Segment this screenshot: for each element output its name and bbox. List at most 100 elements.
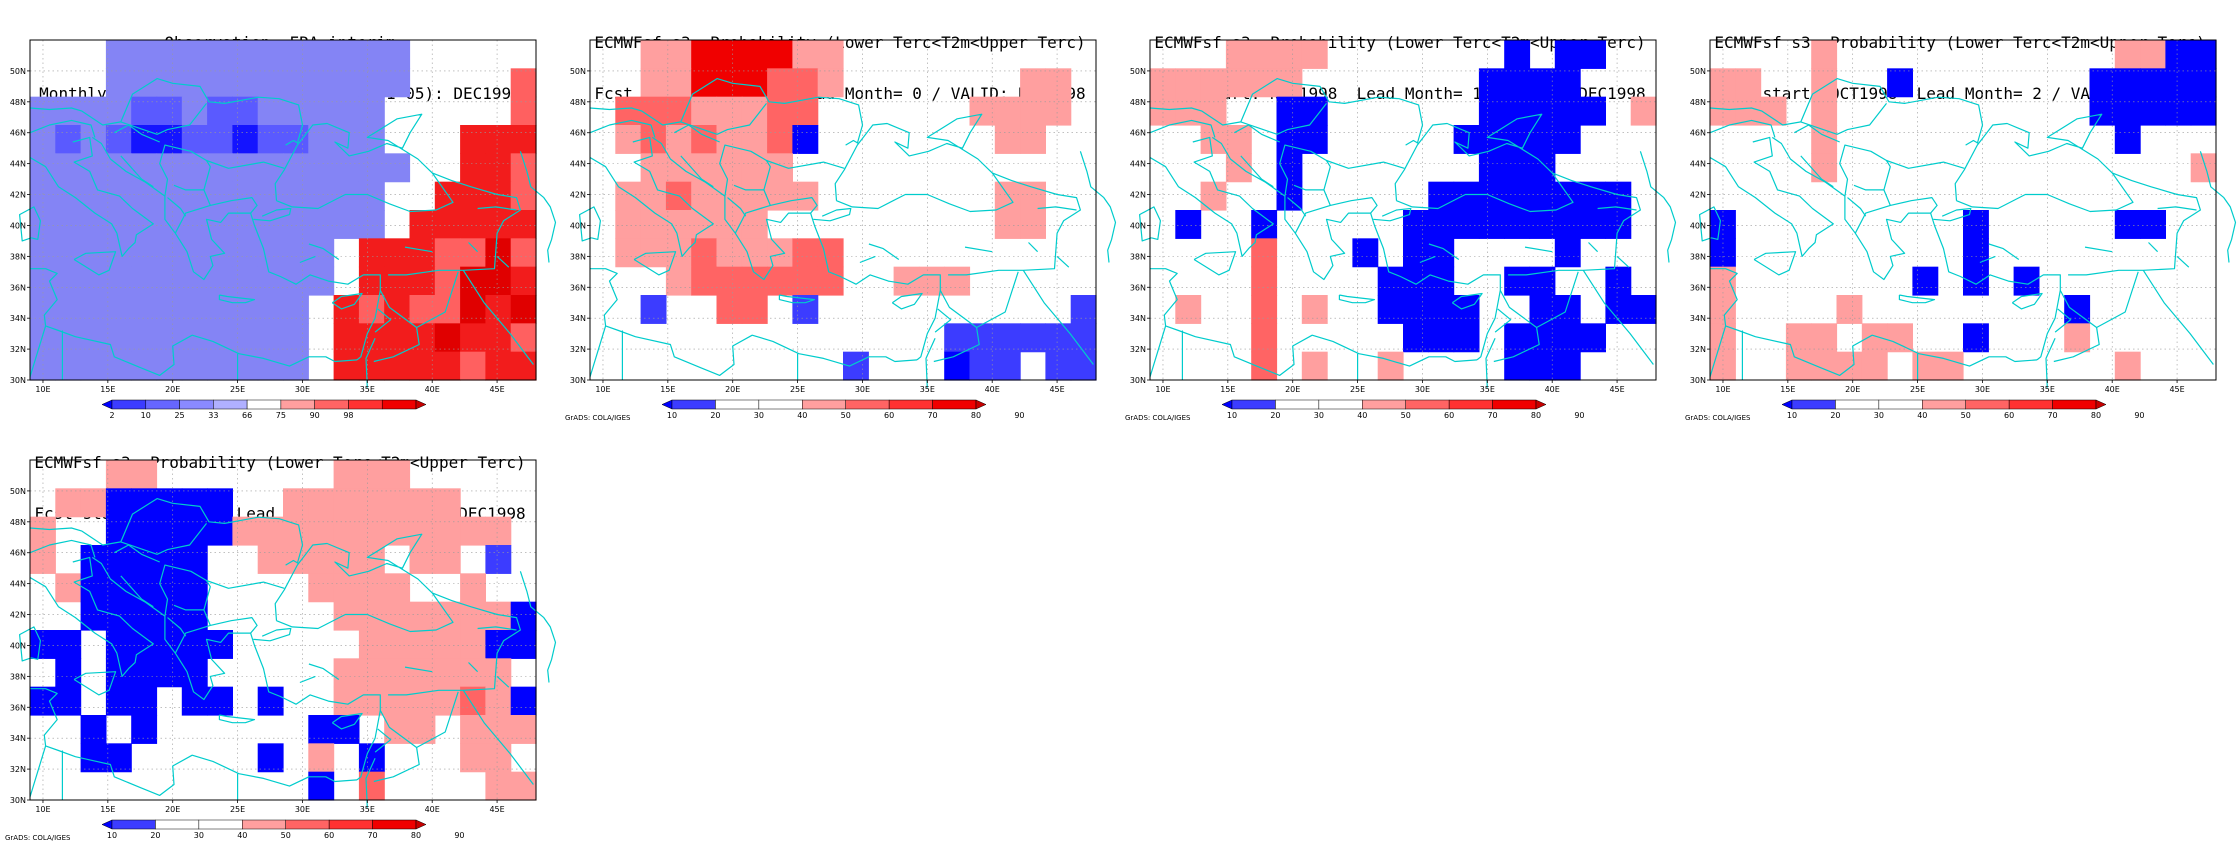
grid-cell — [485, 771, 512, 801]
coastline — [1847, 197, 1867, 217]
grid-cell — [283, 323, 309, 353]
panel-lead-3: ECMWFsf s3: Probability (Lower Terc<T2m<… — [0, 420, 560, 842]
grid-cell — [640, 295, 667, 324]
lat-tick-label: 42N — [570, 191, 586, 200]
grid-cell — [1403, 323, 1429, 353]
grid-cell — [2114, 40, 2141, 69]
grid-cell — [665, 266, 692, 296]
coastline — [174, 204, 211, 234]
lat-tick-label: 48N — [10, 98, 26, 107]
coastline — [1933, 207, 1972, 222]
grid-cell — [105, 96, 132, 126]
coastline — [331, 712, 363, 730]
lat-tick-label: 38N — [10, 672, 26, 681]
grid-cell — [105, 68, 132, 98]
grid-cell — [358, 658, 385, 688]
grid-cell — [460, 658, 486, 688]
grid-cell — [665, 210, 692, 239]
grid-cell — [105, 323, 132, 353]
grid-cell — [80, 210, 107, 239]
grid-cell — [1836, 295, 1863, 324]
coastline — [1709, 119, 1776, 138]
colorbar-end-low — [1221, 399, 1233, 410]
colorbar-labels: 10 20 30 40 50 60 70 80 90 — [107, 831, 465, 840]
grid-cell — [510, 96, 537, 126]
grads-credit: GrADS: COLA/IGES — [1125, 414, 1191, 422]
grid-cell — [55, 153, 82, 183]
grid-cell — [156, 125, 183, 154]
grid-cell — [1251, 266, 1278, 296]
grid-cell — [55, 351, 82, 381]
lon-tick-label: 30E — [1415, 385, 1430, 394]
colorbar-end-low — [101, 399, 113, 410]
grid-cell — [434, 210, 461, 239]
coastline — [120, 523, 207, 555]
grid-cell — [105, 266, 132, 296]
grid-cell — [1175, 295, 1202, 324]
grid-cell — [460, 516, 486, 546]
grid-cell — [615, 210, 642, 239]
grid-cell — [1710, 96, 1736, 126]
coastline — [1753, 251, 1797, 276]
lat-tick-label: 30N — [570, 376, 586, 385]
colorbar-label: 50 — [1401, 411, 1411, 420]
grid-cell — [257, 40, 284, 69]
coastline — [462, 689, 534, 785]
grid-cell — [181, 238, 208, 268]
coastline — [19, 626, 41, 662]
coastline — [727, 197, 747, 217]
grid-cell — [181, 210, 208, 239]
grid-cell — [741, 96, 768, 126]
grads-credit: GrADS: COLA/IGES — [1685, 414, 1751, 422]
coastline — [331, 292, 363, 310]
coastline — [2148, 242, 2159, 253]
grid-cell — [510, 715, 537, 744]
grid-cell — [55, 295, 82, 324]
coastline — [477, 206, 517, 211]
coastline — [1485, 338, 1496, 388]
coastline — [1616, 255, 1630, 268]
lon-tick-label: 10E — [595, 385, 610, 394]
coastline — [404, 246, 433, 253]
coastline — [1149, 136, 1274, 257]
grid-cell — [1887, 68, 1913, 98]
grid-cell — [207, 40, 233, 69]
grid-cell — [485, 153, 512, 183]
lat-tick-label: 34N — [570, 314, 586, 323]
lat-tick-label: 38N — [10, 252, 26, 261]
coastline — [73, 671, 117, 696]
coastline — [285, 559, 299, 566]
colorbar-segment — [2052, 399, 2097, 410]
lat-tick-label: 48N — [1690, 98, 1706, 107]
lat-tick-label: 32N — [1690, 345, 1706, 354]
colorbar-label: 50 — [1961, 411, 1971, 420]
coastline — [734, 204, 771, 234]
grid-cell — [485, 743, 512, 773]
coastline — [19, 206, 41, 242]
colorbar: 10 20 30 40 50 60 70 80 90 — [661, 399, 1025, 420]
grid-cell — [2165, 40, 2192, 69]
colorbar-labels: 10 20 30 40 50 60 70 80 90 — [667, 411, 1025, 420]
colorbar-label: 30 — [1874, 411, 1884, 420]
coastline — [579, 206, 601, 242]
coastline — [416, 271, 459, 329]
colorbar-label: 20 — [1830, 411, 1840, 420]
grid-cell — [1529, 68, 1556, 98]
grid-cell — [308, 96, 335, 126]
coastline — [1536, 271, 1579, 329]
coastline — [114, 544, 160, 563]
grid-cell — [1529, 153, 1556, 183]
lon-tick-label: 25E — [790, 385, 805, 394]
colorbar-segment — [328, 819, 373, 830]
grid-cells — [615, 40, 1097, 381]
grid-cell — [741, 238, 768, 268]
grid-cell — [308, 743, 335, 773]
grid-cell — [792, 238, 819, 268]
coastline — [1771, 136, 2061, 361]
grid-cell — [384, 686, 411, 716]
coastline — [589, 325, 918, 378]
grid-cell — [358, 96, 385, 126]
colorbar-label: 20 — [150, 831, 160, 840]
colorbar-label: 30 — [754, 411, 764, 420]
grid-cell — [1861, 323, 1888, 353]
